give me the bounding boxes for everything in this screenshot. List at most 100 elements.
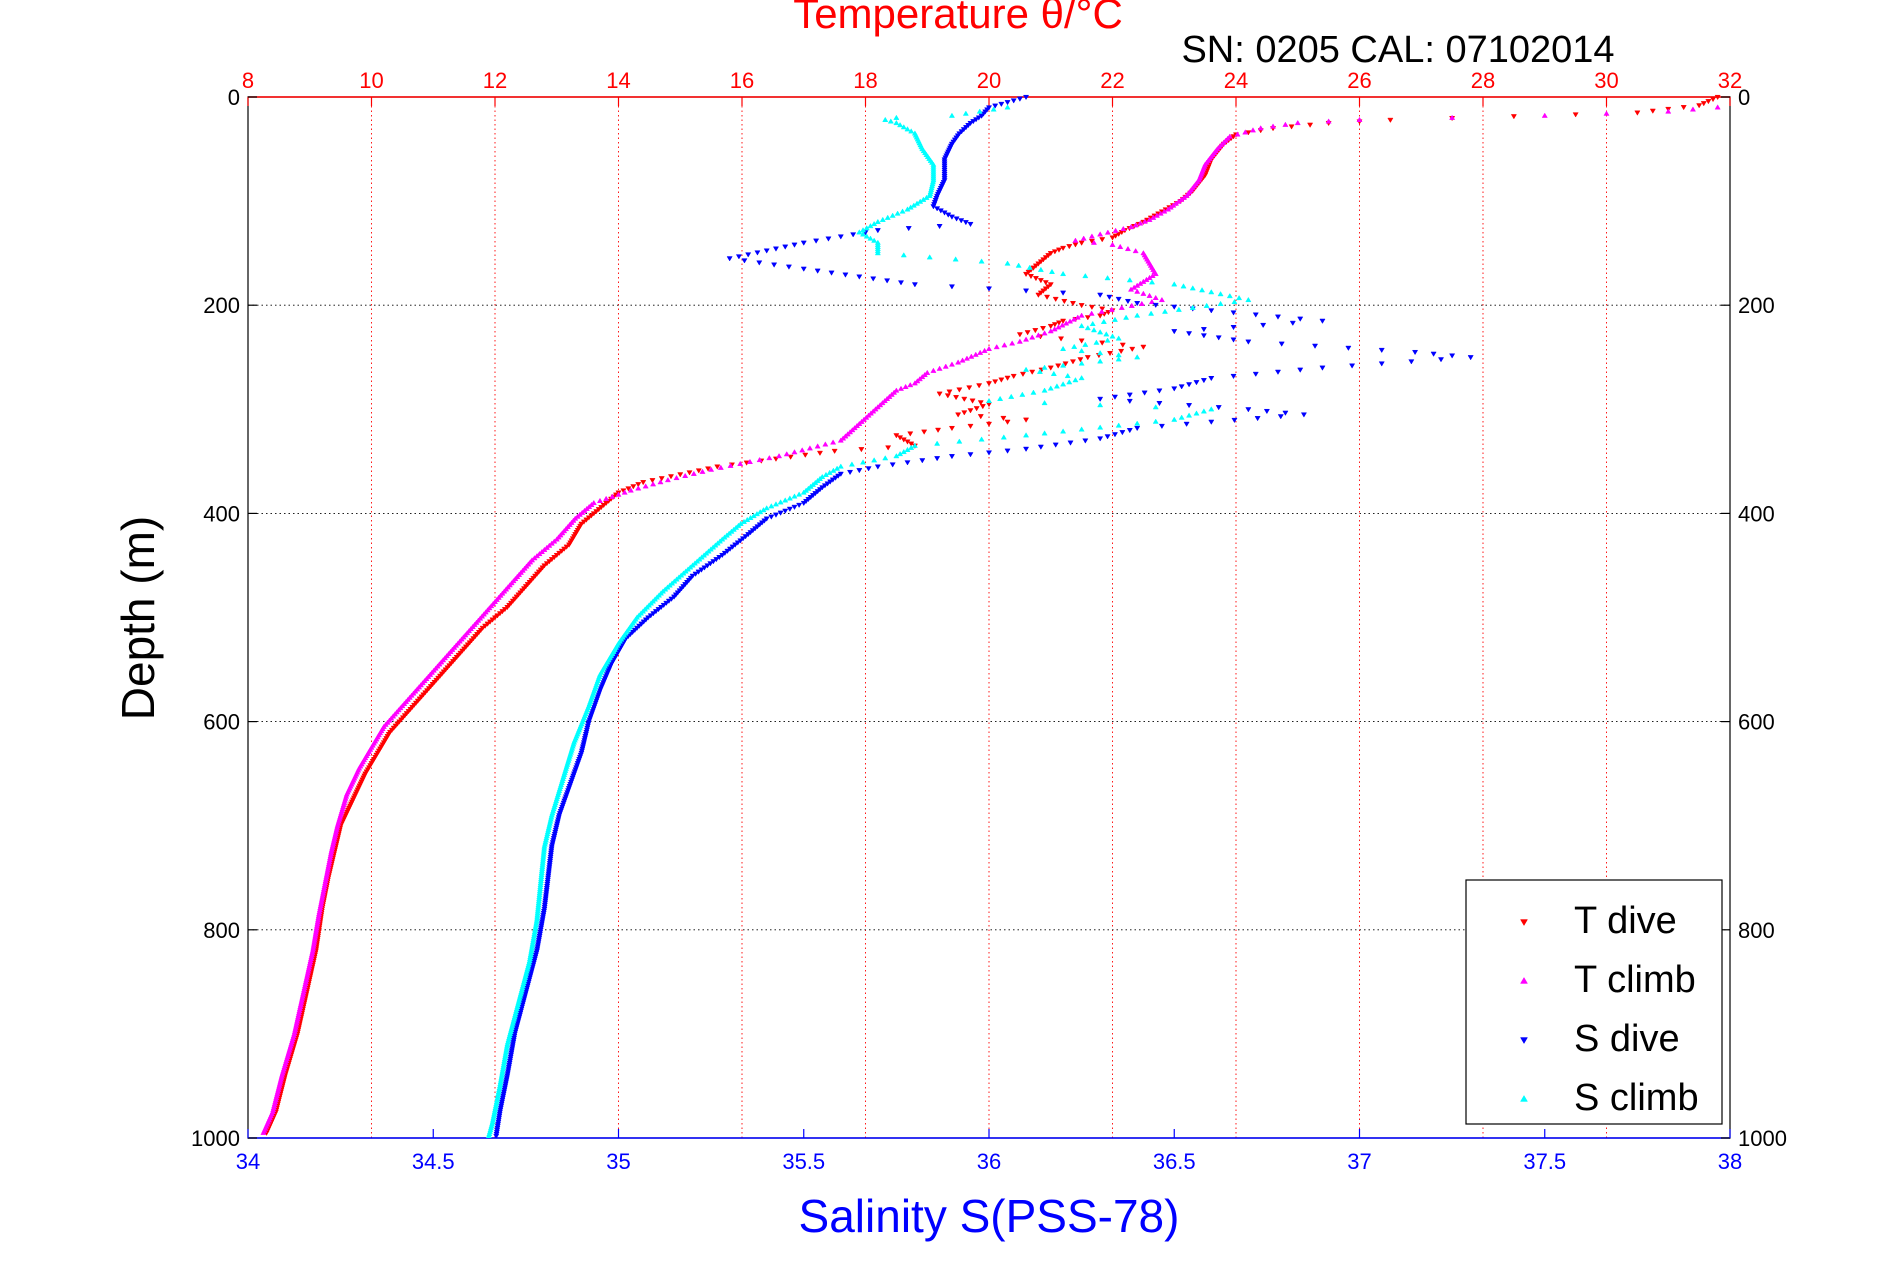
series-t-climb: [260, 104, 1721, 1135]
data-point-t-climb: [690, 470, 697, 476]
data-point-s-climb: [1208, 289, 1215, 295]
data-point-t-dive: [885, 445, 892, 451]
data-point-s-dive: [1023, 288, 1030, 294]
data-point-s-dive: [1141, 390, 1148, 396]
data-point-s-dive: [1106, 294, 1113, 300]
data-point-s-dive: [905, 226, 912, 232]
data-point-t-climb: [884, 395, 891, 401]
data-point-t-dive: [1055, 247, 1063, 253]
data-point-t-climb: [635, 485, 642, 491]
data-point-t-dive: [1035, 292, 1042, 298]
data-point-s-dive: [884, 278, 891, 284]
data-point-t-climb: [853, 422, 861, 429]
data-point-t-climb: [1080, 235, 1087, 241]
data-point-s-dive: [1152, 302, 1159, 309]
data-point-s-climb: [1037, 266, 1044, 272]
y-axis-title: Depth (m): [112, 516, 164, 720]
data-point-s-dive: [874, 464, 881, 470]
data-point-s-dive: [936, 224, 943, 230]
data-point-s-dive: [1037, 444, 1044, 450]
legend-entry-s-climb: S climb: [1520, 1077, 1699, 1119]
data-point-t-climb: [1161, 208, 1168, 214]
data-point-s-dive: [814, 268, 821, 274]
data-point-t-climb: [911, 380, 918, 386]
data-point-s-climb: [1047, 385, 1054, 391]
data-point-s-climb: [1041, 387, 1048, 393]
data-point-t-climb: [1118, 304, 1125, 310]
data-point-s-climb: [1203, 302, 1210, 308]
data-point-s-climb: [1175, 306, 1182, 312]
legend-marker-t-dive: [1520, 919, 1528, 926]
data-point-s-dive: [1023, 446, 1030, 452]
data-point-t-climb: [1234, 131, 1241, 137]
data-point-s-climb: [1193, 410, 1200, 416]
data-point-s-dive: [1274, 369, 1282, 375]
data-point-s-dive: [1208, 419, 1215, 425]
data-point-s-climb: [900, 448, 907, 455]
data-point-s-climb: [952, 256, 959, 262]
data-point-t-dive: [686, 470, 693, 476]
data-point-s-dive: [850, 232, 857, 238]
data-point-s-dive: [1097, 396, 1104, 402]
data-point-t-dive: [1047, 323, 1054, 330]
data-point-s-climb: [893, 119, 900, 126]
data-point-s-climb: [913, 200, 921, 206]
data-point-s-climb: [1023, 366, 1030, 372]
data-point-t-climb: [916, 376, 923, 382]
data-point-s-dive: [1156, 388, 1163, 394]
data-point-s-climb: [1078, 426, 1085, 432]
data-point-t-dive: [1047, 365, 1054, 371]
y-left-tick-label: 800: [203, 918, 240, 943]
data-point-t-dive: [936, 391, 943, 397]
data-point-t-dive: [948, 425, 955, 432]
data-point-t-dive: [1119, 342, 1126, 348]
legend-marker-symbol: [1520, 1095, 1528, 1102]
data-point-t-climb: [907, 382, 914, 388]
data-point-t-climb: [260, 1129, 267, 1135]
data-point-s-climb: [990, 106, 997, 112]
data-point-t-dive: [1044, 294, 1051, 300]
data-point-t-climb: [543, 544, 550, 550]
data-point-t-dive: [1060, 245, 1067, 252]
data-point-t-climb: [783, 451, 790, 457]
data-point-t-dive: [1039, 326, 1047, 332]
data-point-t-climb: [553, 536, 560, 542]
data-point-t-climb: [1180, 194, 1187, 200]
data-point-s-climb: [1048, 268, 1056, 274]
data-point-s-dive: [962, 220, 969, 226]
legend-label-s-climb: S climb: [1574, 1077, 1699, 1119]
data-point-t-dive: [714, 464, 721, 470]
data-point-t-dive: [1510, 114, 1517, 120]
data-point-s-climb: [747, 514, 754, 521]
data-point-t-climb: [1088, 310, 1095, 316]
y-right-tick-label: 200: [1738, 293, 1775, 318]
data-point-s-climb: [1152, 404, 1159, 410]
x-top-tick-label: 20: [977, 68, 1001, 93]
data-point-s-climb: [750, 512, 757, 519]
data-point-t-climb: [603, 495, 610, 501]
data-point-s-dive: [1023, 94, 1030, 101]
data-point-s-climb: [1041, 364, 1048, 370]
data-point-s-climb: [926, 192, 933, 198]
data-point-t-climb: [924, 369, 931, 375]
data-point-s-dive: [837, 234, 844, 240]
data-point-s-dive: [825, 236, 832, 242]
data-point-s-climb: [948, 112, 955, 118]
data-point-s-climb: [956, 438, 963, 444]
data-point-t-dive: [967, 408, 974, 414]
data-point-s-climb: [1134, 420, 1141, 426]
data-point-t-climb: [1325, 118, 1332, 124]
data-point-t-dive: [1634, 110, 1641, 116]
data-point-t-dive: [1023, 271, 1030, 278]
data-point-s-climb: [1097, 349, 1104, 356]
data-point-t-dive: [1032, 276, 1039, 282]
data-point-s-climb: [1152, 418, 1159, 424]
data-point-s-climb: [1026, 264, 1033, 270]
data-point-s-dive: [828, 270, 835, 276]
data-point-t-dive: [955, 412, 962, 418]
legend-label-t-dive: T dive: [1574, 900, 1677, 942]
data-point-t-dive: [1109, 235, 1116, 241]
data-point-s-climb: [768, 503, 775, 509]
data-point-s-dive: [1004, 100, 1011, 106]
